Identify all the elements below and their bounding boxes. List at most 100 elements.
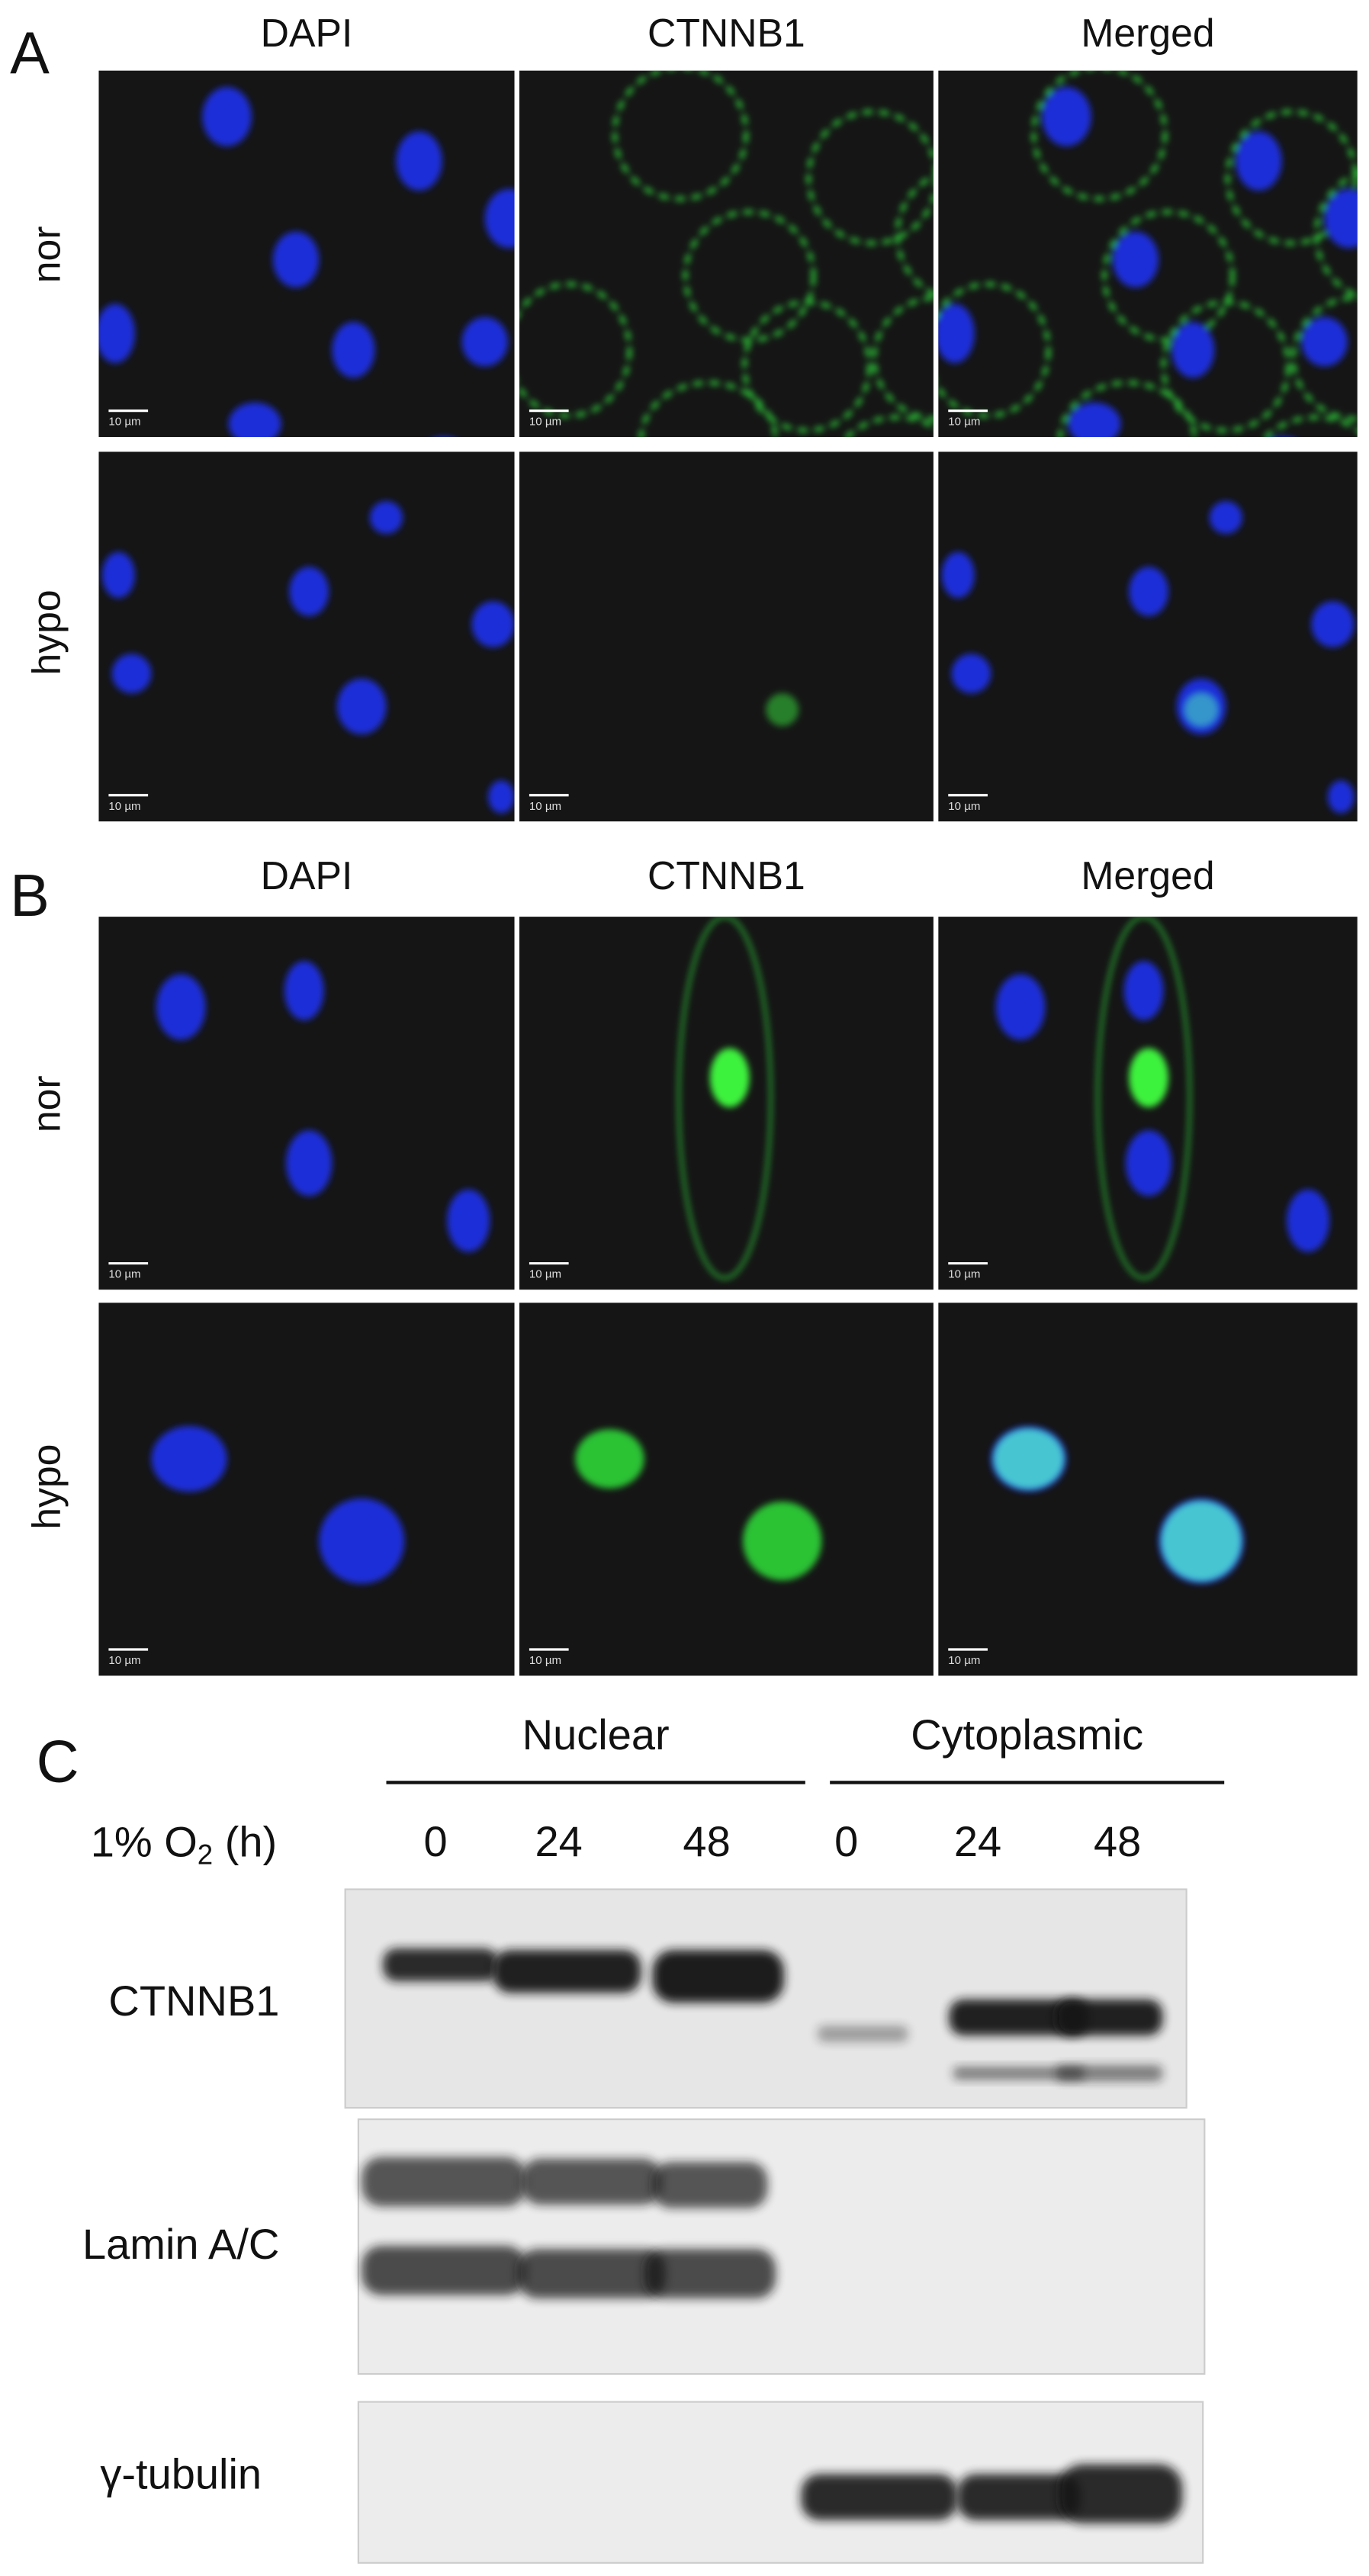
- nucleus: [396, 131, 442, 191]
- micrograph: 10 µm: [938, 70, 1358, 438]
- image-background: [98, 451, 515, 822]
- nucleus: [272, 231, 320, 288]
- lane-label: 48: [1094, 1817, 1141, 1865]
- scale-bar-label: 10 µm: [108, 416, 140, 429]
- nucleus: [941, 551, 975, 599]
- nucleus: [369, 501, 403, 535]
- scale-bar-label: 10 µm: [108, 1268, 140, 1281]
- micrograph: 10 µm: [519, 451, 934, 822]
- nucleus: [995, 974, 1046, 1040]
- nucleus: [1209, 501, 1242, 535]
- nucleus: [1171, 322, 1215, 378]
- band: [957, 2474, 1081, 2520]
- nucleus: [202, 87, 252, 146]
- panel-label: B: [10, 863, 50, 929]
- nuclear-signal: [1184, 693, 1218, 727]
- nucleus: [484, 188, 515, 249]
- nucleus: [1324, 188, 1358, 249]
- membrane: [1102, 210, 1235, 342]
- micrograph: 10 µm: [98, 70, 515, 438]
- nucleus: [1042, 87, 1091, 146]
- band: [522, 2158, 662, 2205]
- nucleus: [1129, 567, 1168, 616]
- nucleus: [332, 322, 375, 378]
- condition-subscript: 2: [198, 1839, 213, 1870]
- band: [362, 2245, 526, 2295]
- condition-label: 1% O2 (h): [91, 1817, 277, 1870]
- column-label: DAPI: [261, 853, 353, 898]
- nucleus: [151, 1425, 227, 1492]
- scale-bar-label: 10 µm: [948, 800, 980, 813]
- scale-bar-label: 10 µm: [948, 1654, 980, 1667]
- image-background: [938, 1302, 1358, 1676]
- row-label: nor: [24, 1075, 69, 1132]
- band: [1056, 1999, 1163, 2036]
- row-label: hypo: [24, 1444, 69, 1530]
- panel-label: A: [10, 21, 50, 86]
- band: [818, 2025, 908, 2042]
- nuclear-signal: [1162, 1502, 1241, 1581]
- micrograph: 10 µm: [519, 70, 934, 438]
- micrograph: 10 µm: [938, 451, 1358, 822]
- scale-bar-label: 10 µm: [529, 800, 561, 813]
- membrane: [1263, 415, 1358, 438]
- membrane: [683, 210, 816, 342]
- band: [362, 2157, 526, 2207]
- band: [801, 2474, 958, 2520]
- band: [652, 2162, 768, 2208]
- scale-bar-label: 10 µm: [108, 1654, 140, 1667]
- cytoplasm-signal: [709, 1048, 750, 1108]
- nucleus: [286, 1130, 333, 1196]
- lane-label: 24: [954, 1817, 1001, 1865]
- lane-label: 48: [683, 1817, 730, 1865]
- nucleus: [461, 316, 508, 367]
- nucleus: [319, 1498, 405, 1584]
- nucleus: [111, 654, 152, 694]
- column-label: DAPI: [261, 11, 353, 55]
- column-label: Merged: [1081, 11, 1214, 55]
- scale-bar-label: 10 µm: [529, 1268, 561, 1281]
- membrane: [938, 282, 1051, 418]
- column-label: Merged: [1081, 853, 1214, 898]
- protein-label: γ-tubulin: [100, 2450, 262, 2498]
- cell-outline: [1096, 917, 1191, 1280]
- membrane: [806, 109, 934, 246]
- band: [652, 1950, 784, 2003]
- image-background: [519, 70, 934, 438]
- membrane: [519, 282, 631, 418]
- nuclear-signal: [766, 693, 799, 727]
- membrane: [1314, 172, 1358, 298]
- cell-outline: [677, 917, 773, 1280]
- nucleus: [1311, 601, 1355, 647]
- nucleus: [1068, 402, 1121, 438]
- nucleus: [284, 961, 324, 1020]
- band: [383, 1948, 498, 1982]
- cells: [156, 961, 490, 1252]
- scale-bar-label: 10 µm: [948, 416, 980, 429]
- image-background: [938, 451, 1358, 822]
- band: [949, 1999, 1089, 2036]
- condition-unit: (h): [213, 1817, 277, 1865]
- group-label: Cytoplasmic: [911, 1710, 1143, 1759]
- nucleus: [1112, 231, 1159, 288]
- scale-bar-label: 10 µm: [529, 1654, 561, 1667]
- membrane: [742, 300, 872, 433]
- nuclear-signal: [575, 1429, 644, 1489]
- nucleus: [1123, 961, 1164, 1020]
- band: [1059, 2464, 1183, 2524]
- cells: [941, 501, 1355, 814]
- cells: [938, 70, 1358, 438]
- protein-label: CTNNB1: [108, 1977, 279, 2025]
- micrograph: 10 µm: [98, 1302, 515, 1676]
- membrane: [1225, 109, 1358, 246]
- cells: [98, 87, 515, 438]
- nucleus: [98, 304, 135, 364]
- scale-bar-label: 10 µm: [529, 416, 561, 429]
- band: [644, 2249, 776, 2298]
- lane-label: 24: [535, 1817, 583, 1865]
- micrograph: 10 µm: [519, 917, 934, 1290]
- cells: [677, 917, 773, 1280]
- panel-label: C: [37, 1729, 79, 1794]
- micrograph: 10 µm: [98, 451, 515, 822]
